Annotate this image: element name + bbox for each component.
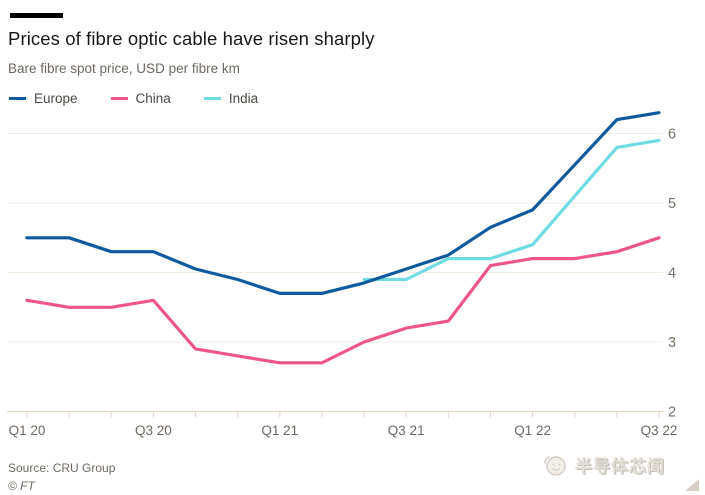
svg-text:3: 3 [668, 335, 676, 351]
legend-label-europe: Europe [34, 91, 78, 106]
legend-item-china: China [110, 91, 171, 106]
legend-label-india: India [228, 91, 259, 106]
chart-title: Prices of fibre optic cable have risen s… [8, 28, 375, 49]
svg-text:4: 4 [668, 266, 676, 282]
svg-text:Q1 21: Q1 21 [261, 423, 298, 438]
svg-text:Q3 21: Q3 21 [388, 423, 425, 438]
watermark-mascot-icon [544, 456, 566, 476]
watermark: 半导体芯闻 [541, 451, 665, 478]
legend-swatch-india [203, 97, 221, 100]
line-chart-plot: 2 3 4 5 6 Q1 20 Q3 20 Q1 21 Q3 21 Q1 22 Q3 22 [7, 111, 678, 438]
legend-swatch-china [110, 97, 128, 100]
svg-text:Q1 22: Q1 22 [514, 423, 551, 438]
svg-text:5: 5 [668, 196, 676, 212]
svg-text:6: 6 [668, 127, 676, 143]
watermark-text: 半导体芯闻 [575, 457, 665, 476]
chart-subtitle: Bare fibre spot price, USD per fibre km [8, 61, 240, 76]
title-accent-bar [10, 13, 63, 18]
source-note: Source: CRU Group [8, 461, 116, 475]
svg-text:Q3 22: Q3 22 [641, 423, 678, 438]
legend-swatch-europe [9, 97, 26, 100]
svg-text:2: 2 [668, 405, 676, 421]
ft-copyright: © FT [8, 479, 35, 493]
corner-resize-triangle [685, 479, 699, 491]
chart-legend: Europe China India [9, 91, 291, 106]
legend-label-china: China [135, 91, 171, 106]
svg-text:Q1 20: Q1 20 [9, 423, 46, 438]
legend-item-europe: Europe [9, 91, 78, 106]
svg-text:Q3 20: Q3 20 [135, 423, 172, 438]
legend-item-india: India [203, 91, 259, 106]
